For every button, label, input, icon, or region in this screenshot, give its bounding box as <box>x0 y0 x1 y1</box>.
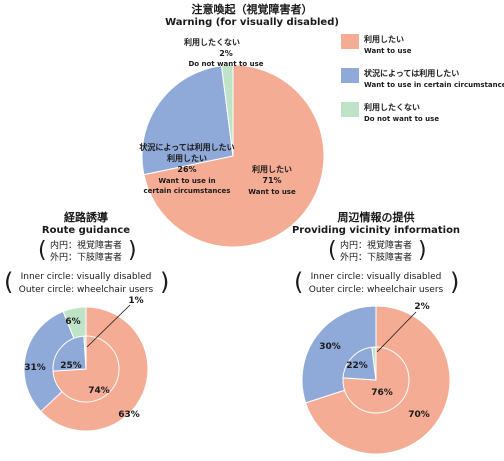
chart3-note-en-lparen: ( <box>294 268 303 296</box>
chart1-label-dont-pct: 2% <box>219 49 233 58</box>
chart1-title-ja: 注意喚起（視覚障害者） <box>192 2 313 16</box>
chart2-note-ja-lparen: ( <box>38 238 47 263</box>
chart1-slice-2 <box>220 64 234 157</box>
chart1-slice-1 <box>141 65 234 176</box>
legend-use-en: Want to use <box>364 47 412 55</box>
chart1-slice-0 <box>143 64 325 248</box>
chart3-note-ja-lparen: ( <box>328 238 337 263</box>
chart1-label-cond-en2: certain circumstances <box>144 187 231 195</box>
chart3-inner-label-0: 76% <box>371 388 393 398</box>
chart1-label-cond-en1: Want to use in <box>158 177 215 185</box>
chart3-note-en-2: Outer circle: wheelchair users <box>309 285 444 295</box>
chart1-label-cond-ja2: 利用したい <box>166 153 207 163</box>
chart3-inner-label-1: 22% <box>346 361 368 371</box>
chart2-inner-leader-line <box>86 304 131 348</box>
chart2-inner-slice-1 <box>52 335 87 372</box>
chart2-note-ja-1: 内円：視覚障害者 <box>50 239 122 251</box>
legend-swatch-cond <box>341 68 359 83</box>
legend-use-ja: 利用したい <box>363 34 404 44</box>
legend-dont-ja: 利用したくない <box>363 102 420 112</box>
chart2-title-ja: 経路誘導 <box>64 210 108 224</box>
chart2-donut: 74% 25% 1% 63% 31% 6% <box>23 296 149 432</box>
chart3-inner-label-2: 2% <box>414 302 429 312</box>
chart1-label-cond-ja: 状況によっては利用したい <box>139 142 234 152</box>
chart2-note-en-2: Outer circle: wheelchair users <box>19 285 154 295</box>
chart3-note-en-rparen: ) <box>450 268 459 296</box>
chart3-donut: 76% 22% 2% 70% 30% <box>301 302 451 455</box>
chart2-outer-label-0: 63% <box>118 410 140 420</box>
chart1-label-cond-pct: 26% <box>177 165 196 174</box>
chart3-outer-label-1: 30% <box>319 342 341 352</box>
chart2-note-en-rparen: ) <box>160 268 169 296</box>
chart3-title-ja: 周辺情報の提供 <box>338 210 415 224</box>
chart1-label-dont-ja: 利用したくない <box>183 37 240 47</box>
chart3-note-en-1: Inner circle: visually disabled <box>311 272 442 282</box>
chart3-inner-leader-line <box>376 311 417 353</box>
legend-swatch-dont <box>341 102 359 117</box>
chart2-inner-slice-2 <box>83 335 87 370</box>
chart2-outer-label-2: 6% <box>65 317 80 327</box>
chart2-inner-label-0: 74% <box>88 386 110 396</box>
chart1-label-dont-en: Do not want to use <box>188 60 263 68</box>
chart2-inner-label-2: 1% <box>128 296 143 306</box>
chart1-label-use-ja: 利用したい <box>251 164 292 174</box>
chart3-note-ja-1: 内円：視覚障害者 <box>340 239 412 251</box>
chart3-inner-slice-2 <box>371 346 377 381</box>
chart2-note-ja-rparen: ) <box>128 238 137 263</box>
chart3-note-ja-rparen: ) <box>418 238 427 263</box>
legend: 利用したい Want to use 状況によっては利用したい Want to u… <box>341 34 504 123</box>
chart3-outer-label-0: 70% <box>408 410 430 420</box>
chart2-note-en-1: Inner circle: visually disabled <box>21 272 152 282</box>
chart3-inner-slice-1 <box>342 346 377 381</box>
chart2-note-ja-2: 外円：下肢障害者 <box>50 251 122 263</box>
chart3-note-ja-2: 外円：下肢障害者 <box>340 251 412 263</box>
chart1-label-use-pct: 71% <box>262 176 281 185</box>
legend-cond-en: Want to use in certain circumstances <box>364 81 504 89</box>
legend-dont-en: Do not want to use <box>364 115 439 123</box>
legend-cond-ja: 状況によっては利用したい <box>364 68 459 78</box>
chart1-label-use-en: Want to use <box>248 188 296 196</box>
chart3-title-en: Providing vicinity information <box>292 225 460 236</box>
legend-swatch-use <box>341 34 359 49</box>
chart1-pie <box>141 64 325 248</box>
chart2-outer-label-1: 31% <box>24 363 46 373</box>
chart2-inner-label-1: 25% <box>60 361 82 371</box>
chart2-note-en-lparen: ( <box>4 268 13 296</box>
chart1-title-en: Warning (for visually disabled) <box>165 17 339 28</box>
chart2-title-en: Route guidance <box>42 225 130 236</box>
